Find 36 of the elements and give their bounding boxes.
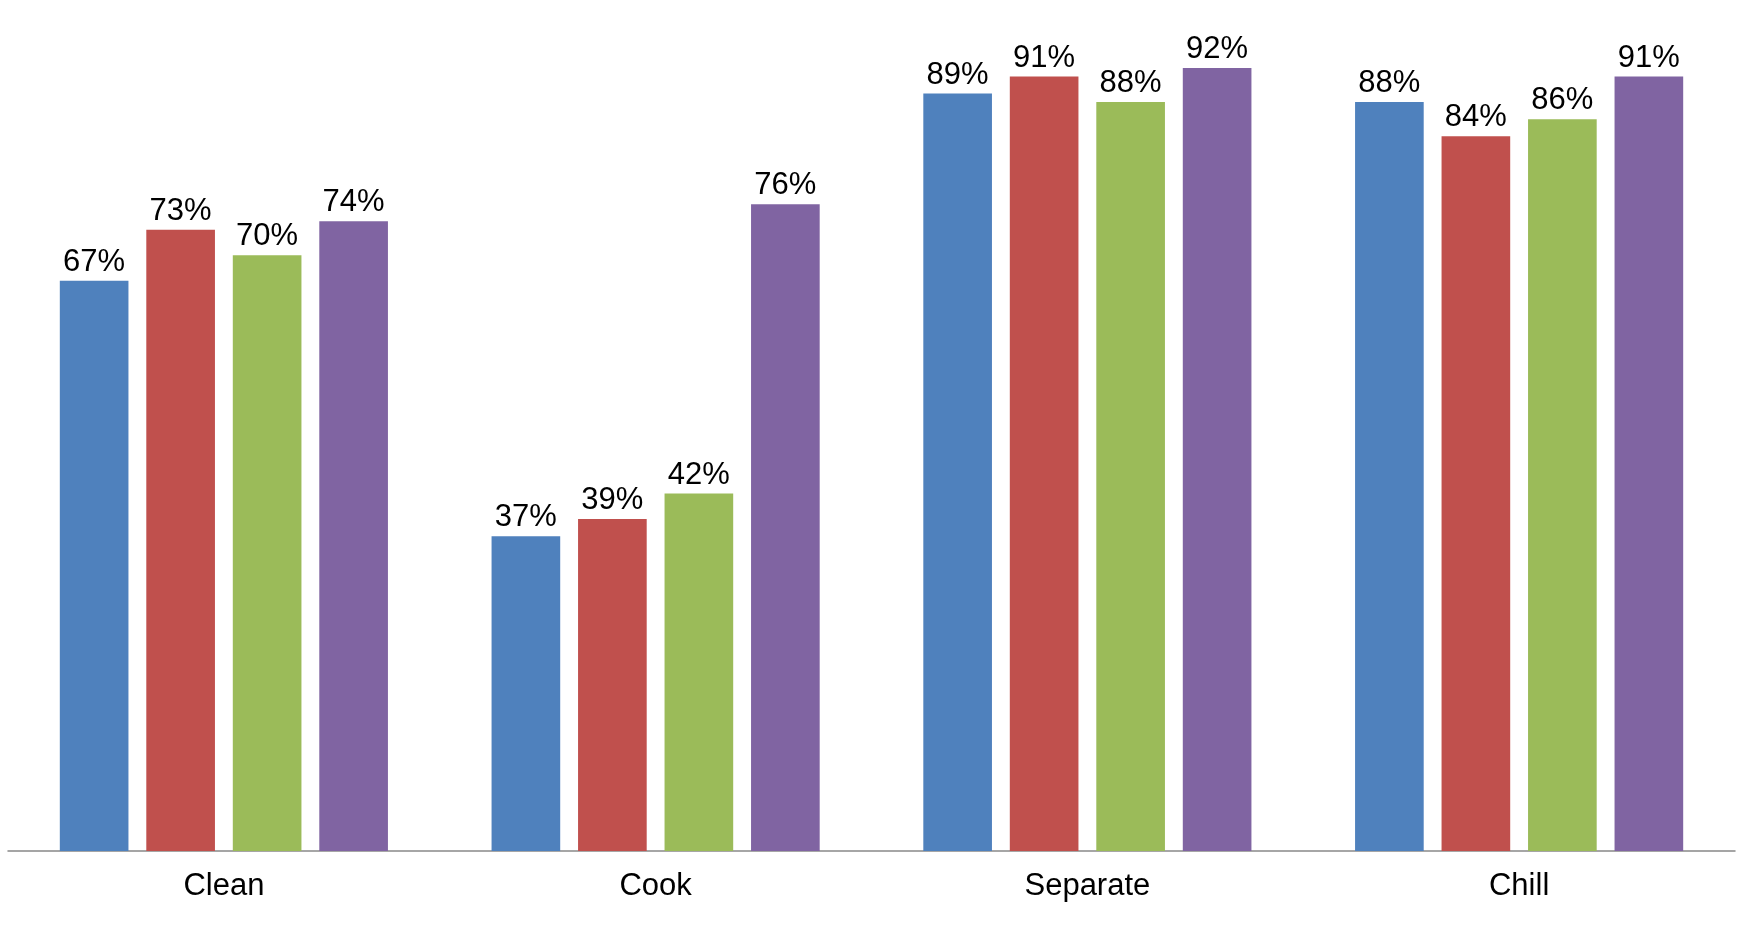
x-tick-label: Chill	[1488, 867, 1550, 902]
bar	[1528, 119, 1597, 851]
bar	[146, 229, 215, 851]
data-label: 70%	[236, 217, 299, 253]
data-label: 67%	[63, 242, 126, 278]
bar	[491, 536, 561, 851]
data-label: 91%	[1617, 38, 1680, 74]
data-label: 42%	[667, 455, 730, 491]
data-label: 84%	[1444, 98, 1507, 134]
data-label: 74%	[322, 183, 385, 219]
data-label: 91%	[1013, 38, 1076, 74]
bar	[664, 493, 734, 851]
bar	[1441, 136, 1511, 851]
x-tick-label: Separate	[1024, 867, 1151, 902]
bar	[751, 204, 820, 851]
bar	[1614, 76, 1684, 851]
bar	[1009, 76, 1079, 851]
bar	[1355, 102, 1424, 851]
data-label: 39%	[581, 481, 644, 517]
data-label: 86%	[1531, 81, 1594, 117]
bar	[1096, 102, 1165, 851]
bar	[578, 519, 647, 851]
bar	[59, 280, 129, 851]
data-label: 37%	[494, 498, 557, 534]
data-label: 92%	[1186, 30, 1249, 66]
x-tick-label: Clean	[183, 867, 265, 902]
data-label: 88%	[1099, 64, 1162, 100]
data-label: 88%	[1358, 64, 1421, 100]
data-label: 73%	[149, 191, 212, 227]
bar	[319, 221, 388, 851]
bar	[923, 93, 992, 851]
data-label: 76%	[754, 166, 817, 202]
bar	[1182, 68, 1252, 851]
bar	[232, 255, 302, 851]
x-tick-label: Cook	[619, 867, 693, 902]
data-label: 89%	[926, 55, 989, 91]
